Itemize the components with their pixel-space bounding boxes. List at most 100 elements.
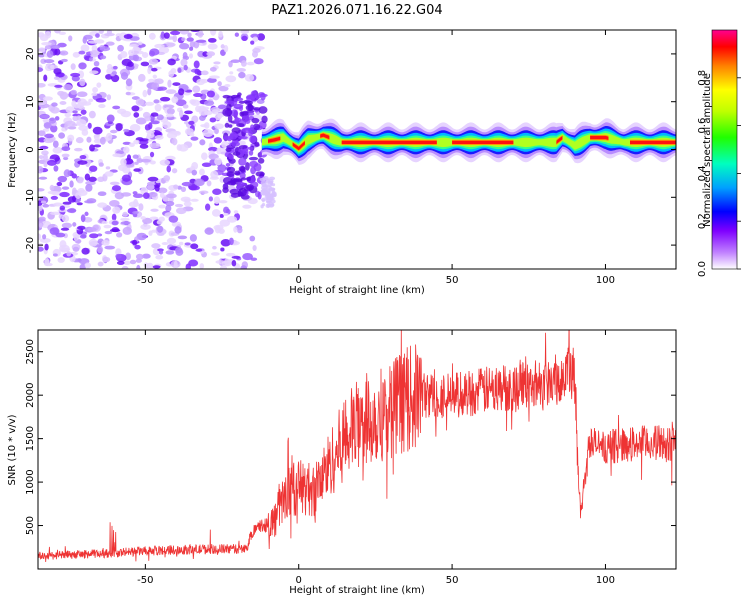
spectrogram-noise-blob: [177, 235, 188, 240]
spectrogram-noise-blob: [91, 45, 98, 52]
spectrogram-noise-blob: [63, 83, 73, 91]
spectrogram-noise-blob: [61, 153, 70, 158]
spectrogram-noise-blob: [77, 225, 86, 230]
spectrogram-noise-blob: [225, 252, 236, 257]
spectrogram-noise-blob: [202, 129, 214, 138]
spectrogram-noise-blob: [52, 253, 58, 257]
spectrogram-noise-blob: [190, 185, 200, 191]
spectrogram-noise-blob: [79, 155, 87, 160]
spectrogram-noise-blob: [154, 43, 165, 49]
spectrogram-noise-blob: [224, 258, 231, 266]
spectrogram-noise-blob: [166, 108, 175, 115]
spectrogram-noise-blob: [105, 41, 115, 46]
spectrogram-noise-blob: [210, 170, 219, 179]
spectrogram-noise-blob: [49, 227, 60, 235]
spectrogram-noise-blob: [99, 46, 111, 52]
spectrogram-noise-blob: [112, 105, 121, 110]
spectrogram-transition-blob: [227, 114, 233, 123]
spectrogram-noise-blob: [72, 110, 78, 114]
spectrogram-noise-blob: [195, 39, 207, 43]
spectrogram-noise-blob: [214, 123, 224, 130]
spectrogram-noise-blob: [93, 61, 100, 67]
spectrogram-noise-blob: [201, 162, 212, 168]
spectrogram-noise-blob: [217, 81, 222, 87]
spectrogram-noise-blob: [55, 232, 66, 238]
spectrogram-noise-blob: [123, 260, 131, 265]
spectrogram-noise-blob: [149, 216, 159, 220]
spectrogram-noise-blob: [97, 176, 105, 183]
spectrogram-noise-blob: [242, 253, 253, 261]
spectrogram-noise-blob: [165, 113, 174, 118]
spectrogram-transition-blob: [238, 145, 248, 150]
spectrogram-transition-blob: [257, 157, 265, 164]
spectrogram-noise-blob: [42, 128, 50, 132]
spectrogram-transition-blob: [229, 131, 238, 140]
spectrogram-noise-blob: [165, 200, 175, 207]
spectrogram-noise-blob: [167, 58, 176, 66]
spectrogram-band-core: [590, 135, 609, 140]
spectrogram-transition-blob: [253, 107, 261, 111]
spectrogram-noise-blob: [134, 161, 139, 165]
spectrogram-noise-blob: [197, 50, 205, 58]
spectrogram-noise-blob: [220, 238, 231, 247]
spectrogram-noise-blob: [47, 190, 57, 195]
spectrogram-noise-blob: [194, 178, 205, 187]
spectrogram-noise-blob: [182, 51, 188, 59]
spectrogram-noise-blob: [158, 216, 165, 222]
spectrogram-noise-blob: [215, 260, 226, 264]
spectrogram-transition-blob: [258, 92, 265, 96]
spectrogram-transition-blob: [263, 188, 268, 193]
spectrogram-noise-blob: [39, 114, 50, 119]
spectrogram-noise-blob: [86, 136, 92, 143]
colorbar-ticks: 0.0 0.2 0.4 0.6 0.8: [697, 70, 741, 277]
spectrogram-noise-blob: [38, 130, 46, 137]
spectrogram-noise-blob: [183, 64, 188, 71]
spectrogram-noise-blob: [135, 253, 144, 260]
spectrogram-transition-blob: [224, 100, 235, 105]
spectrogram-noise-blob: [138, 73, 146, 82]
spectrogram-noise-blob: [61, 186, 70, 190]
snr-ytick-label: 500: [25, 516, 36, 535]
spectrogram-noise-blob: [129, 259, 137, 265]
spectrogram-noise-blob: [116, 232, 123, 238]
spectrogram-noise-blob: [73, 234, 79, 242]
spectrogram-noise-blob: [234, 32, 239, 37]
spectrogram-noise-blob: [193, 92, 203, 98]
spectrogram-noise-blob: [95, 33, 100, 38]
spectrogram-noise-blob: [165, 89, 177, 94]
spectrogram-noise-blob: [68, 35, 73, 42]
spectrogram-noise-blob: [125, 252, 131, 261]
spectrogram-noise-blob: [83, 217, 93, 223]
spectrogram-transition-blob: [238, 136, 248, 140]
spectrogram-noise-blob: [38, 82, 46, 88]
spectrogram-noise-blob: [121, 174, 131, 182]
spectrogram-noise-blob: [213, 61, 221, 65]
spectrogram-noise-blob: [50, 124, 58, 133]
spectrogram-noise-blob: [123, 146, 130, 154]
spectrogram-noise-blob: [166, 237, 177, 245]
spectrogram-noise-blob: [93, 133, 100, 141]
spectrogram-xtick-label: 50: [446, 275, 459, 286]
spectrogram-noise-blob: [149, 142, 161, 149]
spectrogram-noise-blob: [132, 239, 138, 246]
spectrogram-noise-blob: [121, 265, 129, 269]
spectrogram-noise-blob: [63, 156, 69, 161]
spectrogram-noise-blob: [190, 136, 199, 141]
spectrogram-noise-blob: [59, 240, 67, 249]
spectrogram-transition-blob: [238, 187, 247, 197]
spectrogram-noise-blob: [54, 30, 61, 34]
spectrogram-noise-blob: [43, 122, 52, 129]
spectrogram-noise-blob: [238, 71, 246, 79]
spectrogram-noise-blob: [101, 239, 110, 246]
spectrogram-noise-blob: [87, 122, 92, 129]
colorbar-tick-label: 0.2: [697, 213, 708, 229]
spectrogram-noise-blob: [85, 180, 96, 186]
spectrogram-noise-blob: [244, 73, 255, 82]
spectrogram-transition-blob: [245, 176, 252, 182]
spectrogram-transition-blob: [231, 141, 240, 147]
spectrogram-noise-blob: [140, 158, 151, 163]
spectrogram-noise-blob: [145, 101, 155, 106]
spectrogram-noise-blob: [120, 50, 128, 59]
spectrogram-noise-blob: [133, 139, 140, 145]
spectrogram-xlabel: Height of straight line (km): [289, 285, 425, 296]
